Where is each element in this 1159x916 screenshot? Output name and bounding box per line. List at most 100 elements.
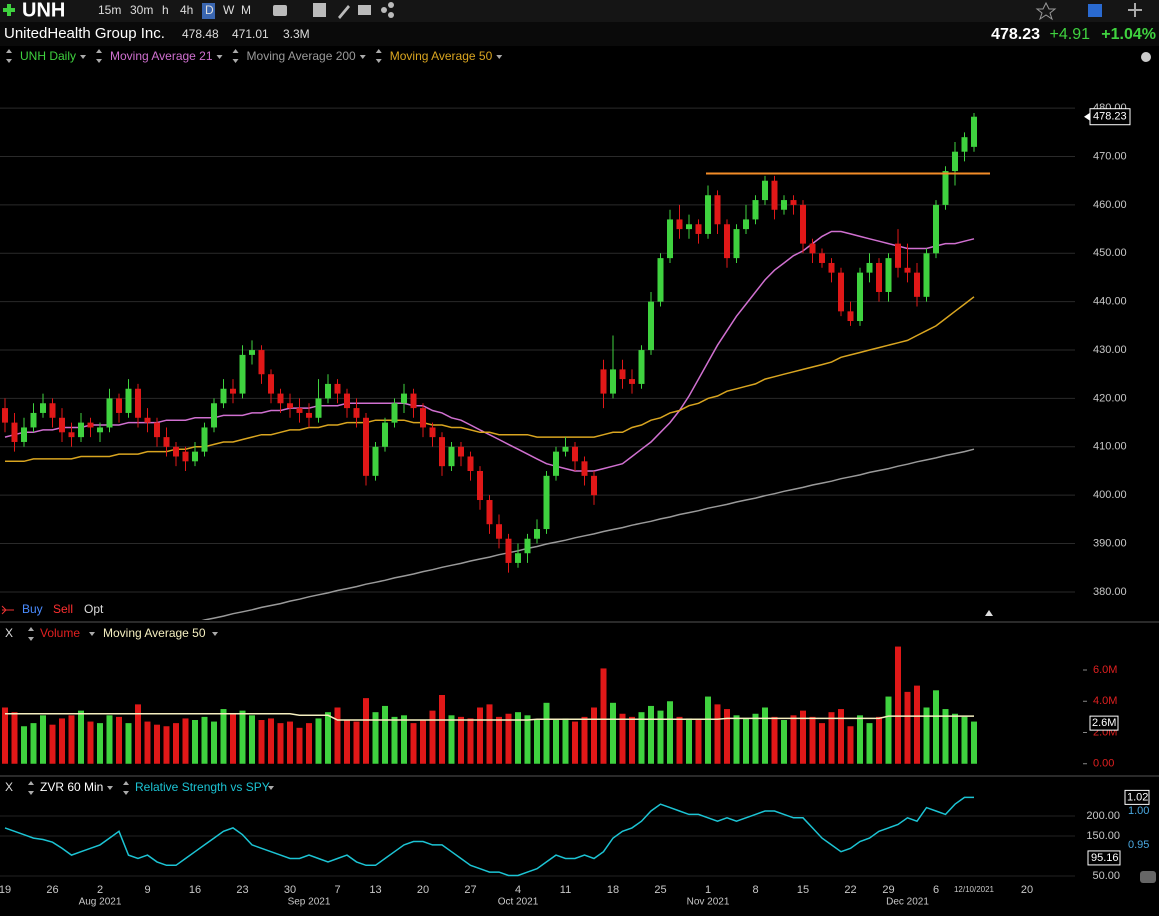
x-tick-label: 26 — [46, 884, 58, 896]
trade-button[interactable]: Opt — [84, 602, 104, 616]
candle-body — [106, 398, 113, 428]
legend-arrow — [28, 627, 34, 641]
candle-body — [781, 200, 787, 210]
volume-bar — [534, 720, 540, 764]
quote-bar — [0, 22, 1159, 46]
volume-bar — [809, 716, 816, 764]
volume-bar — [895, 646, 901, 764]
collapse-icon[interactable] — [985, 610, 993, 616]
candle-body — [629, 379, 635, 384]
volume-bar — [68, 715, 75, 764]
candle-body — [933, 204, 939, 254]
star-icon[interactable] — [1035, 1, 1057, 21]
last-volume-label: 2.6M — [1092, 717, 1116, 729]
legend-arrow — [375, 49, 382, 63]
legend-dropdown[interactable] — [268, 786, 274, 790]
move-icon[interactable] — [1128, 3, 1142, 17]
candle-body — [429, 427, 436, 438]
x-tick-label: 29 — [882, 884, 894, 896]
legend-dropdown[interactable] — [496, 55, 503, 59]
y-tick-label: 6.0M — [1093, 664, 1117, 676]
close-x[interactable]: X — [5, 780, 13, 794]
volume-bar — [828, 712, 835, 764]
icon[interactable] — [313, 3, 326, 17]
scroll-button[interactable] — [1140, 871, 1156, 883]
volume-bar — [306, 723, 312, 764]
legend-arrow — [6, 49, 12, 63]
candle-body — [819, 253, 825, 263]
x-tick-label: 11 — [560, 884, 571, 896]
candle-body — [866, 262, 873, 273]
timeframe[interactable]: h — [162, 3, 169, 17]
volume-bar — [477, 707, 483, 764]
legend-arrow — [96, 49, 103, 63]
candle-body — [439, 437, 445, 467]
month-label: Sep 2021 — [288, 897, 331, 908]
volume-bar — [429, 710, 436, 764]
volume-bar — [353, 721, 360, 764]
legend-dropdown[interactable] — [89, 632, 95, 636]
timeframe[interactable]: 4h — [180, 3, 193, 17]
icon[interactable] — [388, 2, 394, 8]
icon[interactable] — [273, 5, 287, 16]
volume-bar — [40, 715, 46, 764]
candle-body — [876, 262, 882, 292]
y-tick-label: 420.00 — [1093, 392, 1127, 404]
volume-bar — [781, 720, 787, 764]
candle-body — [325, 383, 331, 399]
y-tick-label: 460.00 — [1093, 199, 1127, 211]
timeframe[interactable]: W — [223, 3, 235, 17]
x-tick-label: 18 — [607, 884, 619, 896]
timeframe[interactable]: 30m — [130, 3, 153, 17]
volume-bar — [277, 723, 284, 764]
icon[interactable] — [358, 5, 371, 15]
volume-bar — [800, 710, 806, 764]
add-icon[interactable] — [3, 4, 15, 16]
candle-body — [315, 398, 322, 418]
candle-body — [135, 388, 141, 418]
x-tick-label: 6 — [933, 884, 939, 896]
candle-body — [619, 369, 626, 380]
y-tick-label: 470.00 — [1093, 150, 1127, 162]
moving-average-line — [5, 296, 975, 463]
volume-bar — [496, 716, 502, 764]
volume-bar — [657, 710, 664, 764]
volume-bar — [448, 715, 455, 764]
trade-button[interactable]: Buy — [22, 602, 43, 616]
symbol[interactable]: UNH — [22, 0, 65, 21]
close-x[interactable]: X — [5, 626, 13, 640]
y-tick-label: 4.0M — [1093, 695, 1117, 707]
timeframe[interactable]: M — [241, 3, 251, 17]
candle-body — [40, 403, 46, 413]
legend-dropdown[interactable] — [107, 786, 113, 790]
volume-bar — [30, 723, 37, 764]
y-tick-label: 440.00 — [1093, 296, 1127, 308]
volume-bar — [904, 691, 911, 764]
x-tick-label: 23 — [236, 884, 248, 896]
legend-dropdown[interactable] — [216, 55, 223, 59]
candle-body — [268, 374, 274, 394]
timeframe[interactable]: D — [205, 3, 214, 17]
candle-body — [505, 538, 512, 563]
volume-bar — [239, 710, 246, 764]
volume-bar — [106, 715, 113, 764]
icon[interactable] — [381, 7, 387, 13]
legend-dropdown[interactable] — [80, 55, 87, 59]
settings-icon[interactable] — [1141, 52, 1151, 62]
volume-bar — [857, 715, 863, 764]
legend-dropdown[interactable] — [212, 632, 218, 636]
legend-dropdown[interactable] — [359, 55, 366, 59]
icon[interactable] — [1088, 4, 1102, 17]
candle-body — [182, 451, 189, 462]
legend-item: Moving Average 50 — [390, 49, 493, 63]
volume-bar — [790, 715, 797, 764]
candle-body — [885, 258, 892, 292]
candle-body — [87, 422, 94, 428]
icon[interactable] — [338, 5, 350, 19]
volume-bar — [230, 713, 236, 764]
candle-body — [125, 388, 132, 413]
trade-button[interactable]: Sell — [53, 602, 73, 616]
timeframe[interactable]: 15m — [98, 3, 121, 17]
change: +4.91 — [1050, 26, 1091, 43]
icon[interactable] — [388, 12, 394, 18]
